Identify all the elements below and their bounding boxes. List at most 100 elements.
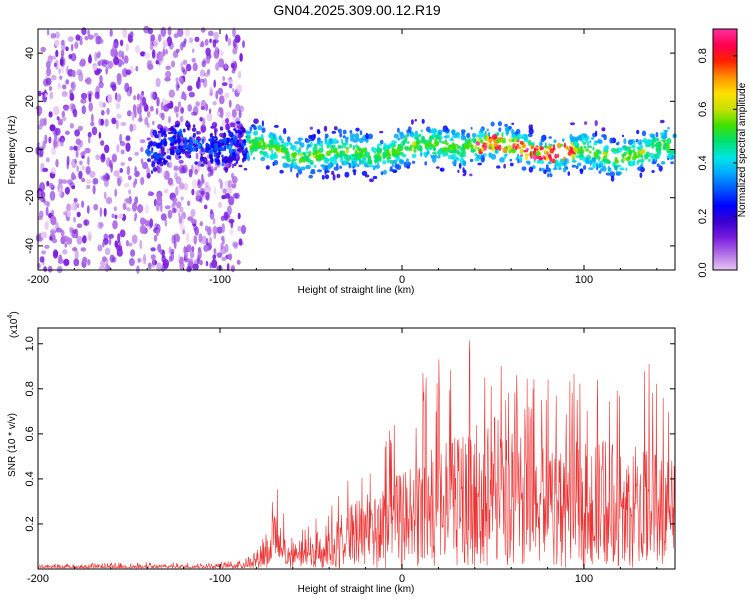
spectrogram-cell — [49, 182, 54, 189]
spectrogram-cell — [163, 130, 166, 135]
spectrogram-cell — [157, 243, 162, 252]
spectrogram-cell — [55, 227, 62, 233]
spectrogram-cell — [167, 209, 173, 219]
spectrogram-cell — [523, 149, 528, 153]
spectrogram-cell — [233, 163, 237, 167]
spectrogram-cell — [104, 144, 110, 154]
spectrogram-cell — [563, 142, 567, 148]
spectrogram-cell — [41, 231, 48, 239]
spectrogram-cell — [203, 72, 210, 77]
spectrogram-cell — [178, 164, 185, 174]
spectrogram-cell — [205, 191, 210, 201]
spectrogram-cell — [231, 109, 237, 118]
spectrogram-cell — [377, 151, 381, 156]
spectrogram-cell — [103, 191, 107, 200]
spectrogram-cell — [137, 204, 144, 213]
spectrogram-cell — [355, 127, 360, 132]
spectrogram-cell — [209, 137, 212, 142]
spectrogram-cell — [191, 246, 195, 252]
spectrogram-cell — [269, 155, 273, 160]
spectrogram-cell — [235, 159, 239, 164]
spectrogram-cell — [519, 155, 523, 162]
spectrogram-cell — [666, 143, 670, 149]
spectrogram-cell — [135, 65, 139, 72]
spectrogram-cell — [584, 121, 588, 125]
spectrogram-cell — [543, 169, 547, 174]
spectrogram-cell — [134, 166, 137, 174]
spectrogram-cell — [149, 218, 154, 228]
spectrogram-cell — [123, 183, 130, 188]
spectrogram-cell — [114, 188, 118, 197]
spectrogram-cell — [509, 158, 513, 162]
spectrogram-cell — [156, 96, 160, 107]
spectrogram-cell — [93, 204, 99, 211]
snr-x-tick-label: -100 — [209, 573, 231, 585]
spectrogram-cell — [212, 39, 217, 48]
spectrogram-cells — [35, 25, 677, 274]
spectrogram-cell — [353, 153, 358, 158]
spectrogram-cell — [540, 137, 545, 143]
spectrogram-cell — [192, 124, 196, 128]
spectrogram-cell — [84, 147, 91, 154]
spectrogram-cell — [585, 148, 589, 152]
spectrogram-cell — [253, 125, 257, 131]
spectrogram-cell — [488, 132, 491, 137]
spectrogram-cell — [159, 249, 166, 255]
spectrogram-cell — [102, 174, 106, 182]
spectrogram-cell — [261, 127, 266, 133]
spectrogram-cell — [53, 250, 59, 257]
spectrogram-cell — [396, 146, 401, 153]
spectrogram-cell — [162, 171, 166, 177]
spectrogram-cell — [431, 144, 435, 148]
spectrogram-cell — [625, 167, 628, 172]
spectrogram-cell — [203, 244, 209, 252]
spectrogram-cell — [197, 143, 201, 148]
spectrogram-cell — [399, 133, 405, 140]
spectrogram-cell — [300, 166, 306, 171]
spectrogram-cell — [525, 160, 531, 164]
spectrogram-cell — [431, 128, 434, 134]
spectrogram-cell — [87, 231, 92, 241]
spectrogram-cell — [263, 151, 268, 156]
spectrogram-cell — [253, 118, 259, 124]
spectrogram-cell — [240, 224, 247, 235]
spectrogram-cell — [556, 142, 562, 149]
spectrogram-cell — [435, 166, 440, 169]
spectrogram-cell — [394, 149, 398, 155]
spectrogram-cell — [79, 160, 83, 166]
spectrogram-cell — [341, 142, 346, 146]
spectrogram-cell — [72, 232, 75, 239]
spectrogram-cell — [413, 147, 417, 153]
spectrogram-cell — [452, 149, 457, 154]
spectrogram-cell — [104, 60, 109, 65]
spectrogram-cell — [579, 157, 584, 161]
spectrogram-cell — [69, 182, 75, 188]
spectrogram-cell — [519, 140, 524, 145]
spectrogram-cell — [651, 170, 655, 173]
spectrogram-cell — [213, 248, 217, 254]
spectrogram-cell — [81, 165, 86, 171]
spectrogram-cell — [437, 155, 441, 159]
spectrogram-cell — [214, 130, 217, 137]
spectrogram-cell — [46, 67, 52, 77]
spectrogram-cell — [379, 139, 384, 145]
spectrogram-cell — [214, 139, 218, 143]
spectrogram-cell — [69, 145, 74, 151]
spectrogram-cell — [165, 65, 171, 71]
spectrogram-cell — [330, 144, 334, 151]
spectrogram-cell — [487, 146, 492, 149]
spectrogram-cell — [107, 93, 113, 104]
spectrogram-cell — [116, 245, 123, 252]
spectrogram-cell — [103, 179, 109, 188]
spectrogram-cell — [88, 92, 92, 103]
spectrogram-cell — [492, 134, 498, 140]
spectrogram-cell — [411, 160, 416, 164]
spectrogram-cell — [619, 167, 625, 171]
spectrogram-cell — [340, 145, 344, 149]
spectrogram-cell — [111, 84, 117, 92]
spectrogram-cell — [471, 137, 477, 143]
spectrogram-cell — [496, 165, 501, 169]
snr-y-tick-label: 0.2 — [24, 516, 36, 531]
spectrogram-cell — [236, 124, 239, 129]
spectrogram-cell — [219, 95, 225, 105]
